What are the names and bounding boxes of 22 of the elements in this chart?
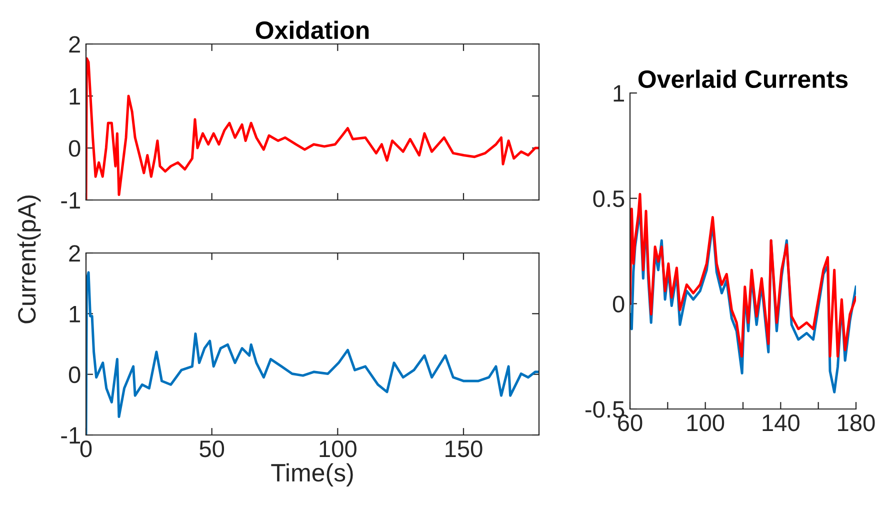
- x-tick-label: 150: [446, 440, 482, 458]
- y-tick-label: 0: [68, 366, 80, 384]
- y-tick-label: 1: [70, 306, 80, 322]
- chart-title: Overlaid Currents: [638, 70, 848, 88]
- y-tick-label: 0: [612, 296, 624, 312]
- x-tick-label: 100: [687, 414, 724, 432]
- line-series: [630, 192, 856, 358]
- y-tick-label: 1: [614, 85, 624, 102]
- y-tick-label: -1: [61, 192, 80, 209]
- chart-title: Oxidation: [256, 20, 369, 40]
- y-tick-label: 0: [68, 140, 80, 157]
- x-tick-label: 140: [762, 414, 800, 432]
- x-tick-label: 180: [838, 414, 875, 432]
- y-tick-label: 1: [70, 88, 80, 105]
- y-tick-label: 2: [69, 245, 80, 262]
- y-axis-title: Current(pA): [17, 196, 41, 324]
- y-tick-label: 0.5: [593, 190, 624, 208]
- y-tick-label: 2: [69, 36, 80, 53]
- y-tick-label: -1: [61, 427, 80, 444]
- x-axis-title: Time(s): [271, 463, 353, 487]
- x-tick-label: 50: [200, 440, 224, 458]
- x-tick-label: 100: [320, 440, 356, 458]
